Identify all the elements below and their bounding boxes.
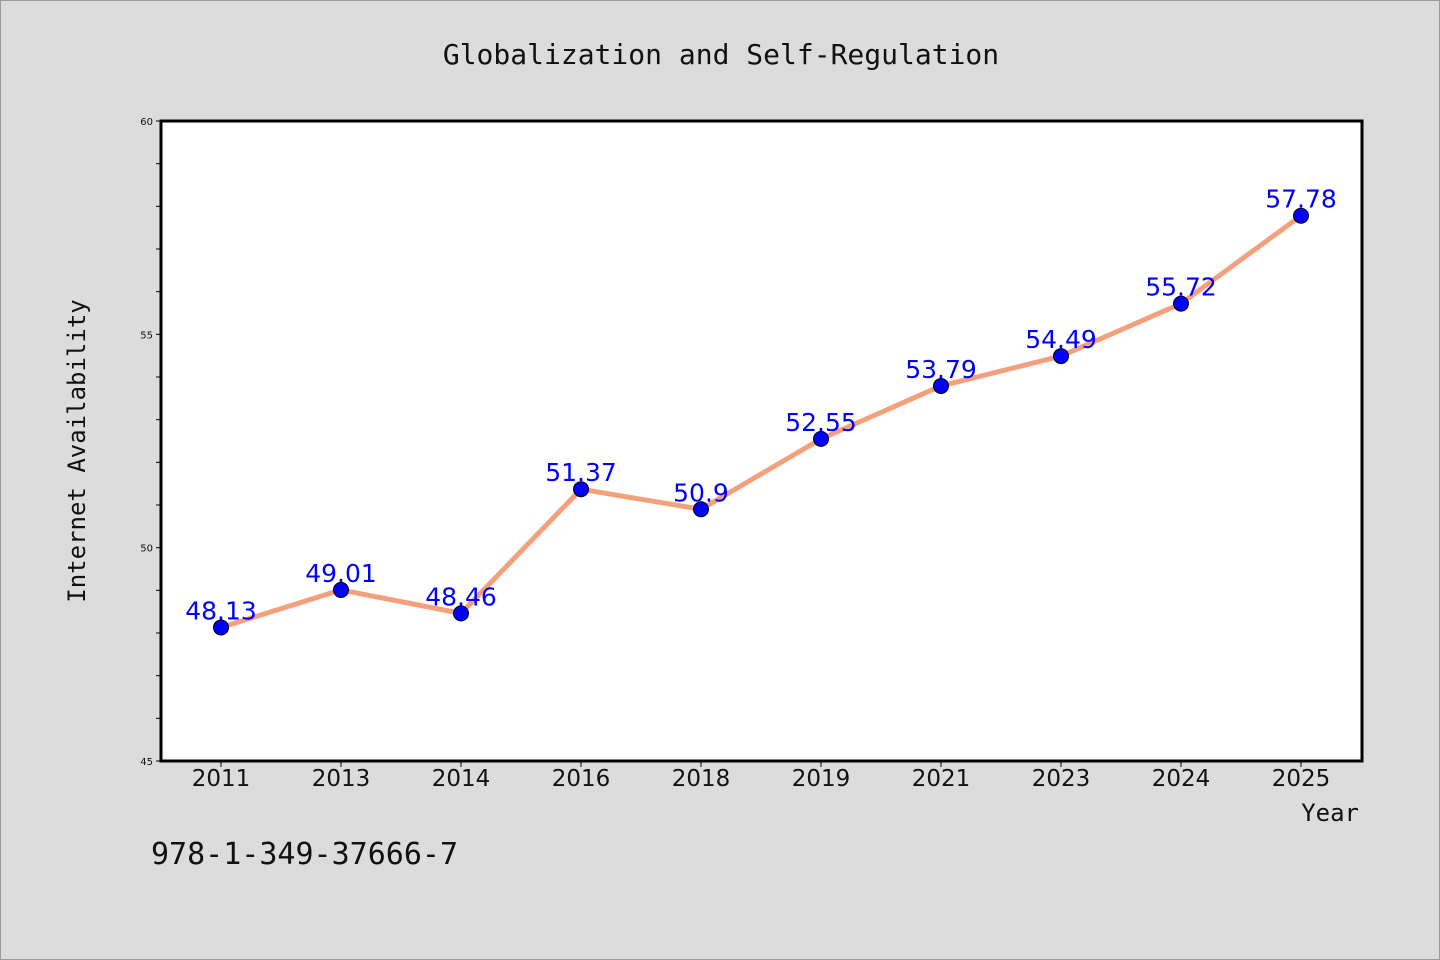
- y-axis: 45 50 55 60: [140, 117, 161, 768]
- data-label: 48.13: [185, 596, 257, 625]
- data-point: [213, 619, 229, 636]
- x-tick-label: 2013: [312, 766, 371, 792]
- data-label: 51.37: [545, 458, 617, 487]
- y-tick-label: 60: [140, 117, 153, 128]
- y-tick-label: 45: [140, 757, 153, 768]
- data-point: [693, 501, 709, 518]
- data-label: 52.55: [785, 408, 857, 437]
- data-label: 50.9: [673, 478, 729, 507]
- x-tick-label: 2024: [1152, 766, 1211, 792]
- series-line: [218, 213, 1304, 630]
- y-tick-label: 55: [140, 330, 153, 341]
- x-axis: 2011 2013 2014 2016 2018 2019 2021 2023 2024 2025: [192, 761, 1331, 792]
- data-point: [813, 430, 829, 447]
- x-tick-label: 2025: [1272, 766, 1331, 792]
- x-axis-label: Year: [1301, 799, 1359, 827]
- chart-title: Globalization and Self-Regulation: [443, 38, 999, 71]
- x-tick-label: 2014: [432, 766, 491, 792]
- data-point: [1293, 207, 1309, 224]
- x-tick-label: 2018: [672, 766, 731, 792]
- x-tick-label: 2023: [1032, 766, 1091, 792]
- data-point: [333, 581, 349, 598]
- data-point: [453, 605, 469, 622]
- data-point: [933, 377, 949, 394]
- y-axis-label: Internet Availability: [63, 299, 91, 602]
- plot-frame: [159, 119, 1364, 763]
- x-tick-label: 2011: [192, 766, 251, 792]
- data-label: 57.78: [1265, 185, 1337, 214]
- data-point: [1053, 348, 1069, 365]
- data-label: 53.79: [905, 355, 977, 384]
- plot-area: [161, 121, 1362, 761]
- data-label: 55.72: [1145, 273, 1217, 302]
- y-tick-label: 50: [140, 544, 153, 555]
- data-point: [573, 481, 589, 498]
- footnote-isbn: 978-1-349-37666-7: [151, 837, 459, 872]
- data-label: 49.01: [305, 559, 377, 588]
- x-tick-label: 2016: [552, 766, 611, 792]
- data-label: 54.49: [1025, 325, 1097, 354]
- x-tick-label: 2019: [792, 766, 851, 792]
- data-label: 48.46: [425, 582, 497, 611]
- series-layer: 48.13 49.01 48.46 51.37 50.9 52.55 53.79 54.49 5…: [185, 185, 1337, 636]
- data-point: [1173, 295, 1189, 312]
- x-tick-label: 2021: [912, 766, 971, 792]
